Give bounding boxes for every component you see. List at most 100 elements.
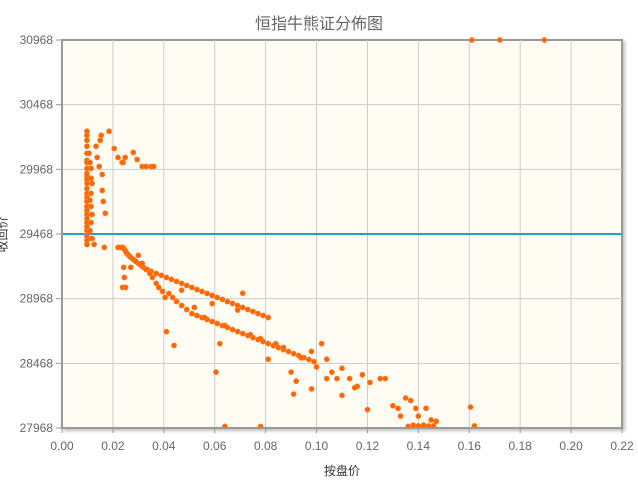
data-point[interactable] (339, 392, 345, 399)
data-point[interactable] (88, 219, 94, 226)
data-point[interactable] (244, 306, 251, 313)
data-point[interactable] (162, 294, 168, 301)
data-point[interactable] (135, 252, 142, 259)
data-point[interactable] (222, 322, 228, 329)
data-point[interactable] (213, 369, 219, 376)
data-point[interactable] (308, 348, 315, 355)
data-point[interactable] (328, 369, 335, 376)
data-point[interactable] (209, 318, 216, 325)
data-point[interactable] (163, 328, 170, 335)
data-point[interactable] (496, 37, 503, 43)
data-point[interactable] (428, 417, 434, 423)
data-point[interactable] (120, 159, 126, 166)
data-point[interactable] (122, 284, 129, 291)
data-point[interactable] (308, 386, 315, 392)
data-point[interactable] (169, 294, 176, 301)
data-point[interactable] (93, 143, 100, 150)
data-point[interactable] (132, 258, 139, 265)
data-point[interactable] (265, 314, 272, 321)
data-point[interactable] (86, 150, 92, 157)
data-point[interactable] (468, 37, 475, 43)
data-point[interactable] (313, 364, 320, 370)
data-point[interactable] (155, 284, 162, 291)
data-point[interactable] (178, 302, 185, 309)
data-point[interactable] (311, 358, 317, 365)
data-point[interactable] (382, 375, 389, 382)
data-point[interactable] (219, 296, 226, 303)
data-point[interactable] (84, 132, 90, 139)
data-point[interactable] (143, 163, 149, 170)
data-point[interactable] (467, 404, 474, 410)
data-point[interactable] (214, 320, 221, 327)
data-point[interactable] (101, 244, 108, 251)
data-point[interactable] (97, 137, 104, 144)
data-point[interactable] (139, 260, 146, 267)
data-point[interactable] (173, 278, 180, 285)
data-point[interactable] (250, 308, 256, 315)
data-point[interactable] (209, 300, 216, 307)
data-point[interactable] (323, 375, 330, 382)
data-point[interactable] (102, 210, 109, 217)
data-point[interactable] (88, 190, 94, 197)
data-point[interactable] (120, 264, 127, 271)
data-point[interactable] (178, 287, 185, 294)
data-point[interactable] (188, 284, 195, 291)
data-point[interactable] (377, 375, 384, 382)
data-point[interactable] (280, 344, 287, 351)
data-point[interactable] (239, 330, 246, 337)
data-point[interactable] (288, 369, 294, 376)
data-point[interactable] (407, 397, 414, 404)
data-point[interactable] (351, 384, 358, 391)
data-point[interactable] (410, 422, 417, 429)
data-point[interactable] (183, 282, 190, 289)
data-point[interactable] (234, 328, 241, 335)
data-point[interactable] (420, 422, 427, 429)
data-point[interactable] (265, 340, 272, 347)
data-point[interactable] (87, 197, 93, 204)
data-point[interactable] (84, 185, 90, 192)
data-point[interactable] (87, 227, 93, 234)
data-point[interactable] (89, 211, 95, 218)
data-point[interactable] (318, 340, 325, 347)
data-point[interactable] (229, 326, 236, 333)
data-point[interactable] (290, 350, 297, 357)
data-point[interactable] (115, 154, 121, 161)
data-point[interactable] (265, 356, 272, 363)
data-point[interactable] (84, 143, 90, 150)
data-point[interactable] (395, 405, 401, 412)
data-point[interactable] (260, 312, 266, 319)
data-point[interactable] (168, 276, 175, 283)
data-point[interactable] (433, 418, 440, 425)
data-point[interactable] (89, 235, 95, 242)
data-point[interactable] (272, 340, 279, 347)
data-point[interactable] (153, 270, 160, 277)
data-point[interactable] (89, 180, 95, 187)
data-point[interactable] (84, 241, 90, 248)
data-point[interactable] (99, 187, 106, 194)
data-point[interactable] (150, 163, 157, 170)
data-point[interactable] (149, 274, 156, 281)
data-point[interactable] (229, 300, 236, 307)
data-point[interactable] (298, 355, 305, 361)
data-point[interactable] (94, 154, 101, 161)
data-point[interactable] (224, 298, 231, 305)
data-point[interactable] (367, 379, 373, 386)
data-point[interactable] (88, 203, 94, 210)
data-point[interactable] (346, 375, 353, 382)
data-point[interactable] (402, 395, 409, 401)
data-point[interactable] (111, 145, 118, 152)
data-point[interactable] (96, 163, 103, 170)
data-point[interactable] (239, 290, 246, 297)
data-point[interactable] (100, 198, 107, 205)
data-point[interactable] (323, 356, 330, 363)
data-point[interactable] (290, 391, 297, 398)
data-point[interactable] (171, 342, 177, 349)
data-point[interactable] (122, 154, 129, 161)
data-point[interactable] (415, 413, 422, 420)
data-point[interactable] (234, 307, 241, 313)
data-point[interactable] (216, 340, 223, 347)
data-point[interactable] (214, 294, 221, 301)
data-point[interactable] (158, 272, 165, 279)
data-point[interactable] (99, 171, 106, 178)
data-point[interactable] (146, 270, 153, 277)
